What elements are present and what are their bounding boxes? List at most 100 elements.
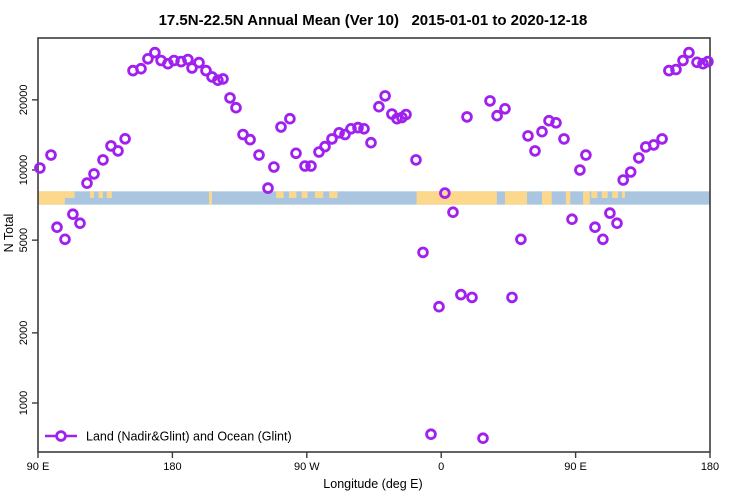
- data-point: [230, 101, 242, 114]
- x-tick-label: 90 W: [294, 461, 320, 473]
- data-point: [522, 130, 534, 142]
- data-point: [670, 63, 682, 76]
- data-point: [142, 52, 154, 65]
- data-point: [358, 123, 370, 135]
- data-point: [604, 207, 616, 219]
- data-point: [352, 121, 364, 134]
- data-points: [34, 46, 714, 445]
- data-point: [74, 217, 86, 230]
- data-point: [45, 149, 57, 161]
- y-tick-label: 1000: [18, 391, 30, 415]
- land-strip-segment: [288, 191, 297, 198]
- y-tick-label: 10000: [18, 155, 30, 186]
- data-point: [624, 166, 637, 178]
- land-strip-segment: [89, 191, 94, 198]
- x-tick-label: 90 E: [564, 461, 587, 473]
- data-point: [632, 152, 645, 164]
- data-point: [550, 117, 562, 129]
- data-point: [433, 300, 445, 313]
- data-point: [663, 64, 675, 77]
- data-point: [447, 206, 459, 219]
- land-strip-segment: [98, 191, 103, 198]
- y-axis-ticks: 1000 2000 5000 10000 20000: [18, 85, 38, 415]
- y-tick-label: 5000: [18, 228, 30, 252]
- plot-frame: [37, 37, 711, 453]
- land-ocean-band: [38, 191, 710, 205]
- data-point: [81, 177, 93, 189]
- x-axis-title: Longitude (deg E): [323, 477, 422, 491]
- ocean-strip: [38, 191, 710, 205]
- data-point: [34, 162, 46, 174]
- data-point: [97, 154, 109, 166]
- x-tick-label: 180: [163, 461, 181, 473]
- data-point: [59, 233, 71, 246]
- x-tick-label: 180: [701, 461, 719, 473]
- data-point: [589, 221, 601, 234]
- y-axis-title: N Total: [2, 214, 16, 253]
- land-strip-segment: [106, 191, 112, 198]
- x-tick-label: 90 E: [27, 461, 50, 473]
- data-point: [268, 161, 280, 173]
- data-point: [400, 108, 412, 121]
- land-strip-segment: [601, 191, 608, 198]
- legend: Land (Nadir&Glint) and Ocean (Glint): [45, 430, 292, 444]
- data-point: [580, 149, 592, 161]
- data-point: [88, 168, 100, 180]
- data-point: [284, 112, 296, 125]
- data-point: [326, 133, 338, 145]
- land-strip-segment: [565, 191, 571, 205]
- land-strip-segment: [276, 191, 284, 198]
- y-tick-label: 20000: [18, 85, 30, 116]
- data-point: [379, 90, 391, 102]
- land-strip-segment: [583, 191, 590, 205]
- y-tick-label: 2000: [18, 321, 30, 345]
- land-strip-segment: [542, 191, 552, 205]
- land-strip-segment: [416, 191, 497, 205]
- data-point: [417, 246, 429, 259]
- data-point: [574, 164, 586, 176]
- data-point: [691, 56, 703, 69]
- data-point: [477, 432, 489, 445]
- data-point: [461, 111, 473, 123]
- data-point: [112, 145, 124, 157]
- data-point: [135, 62, 147, 75]
- x-axis-ticks: 90 E 180 90 W 0 90 E 180: [27, 452, 719, 473]
- data-point: [275, 121, 287, 133]
- data-point: [702, 55, 714, 68]
- land-strip-segment: [315, 191, 324, 198]
- legend-marker-icon: [55, 430, 67, 442]
- data-point: [515, 233, 527, 246]
- data-point: [506, 291, 518, 304]
- data-point: [499, 103, 511, 115]
- data-point: [611, 217, 623, 230]
- data-point: [67, 208, 79, 221]
- data-point: [536, 125, 548, 138]
- data-point: [391, 112, 403, 125]
- data-point: [149, 46, 161, 59]
- data-point: [373, 100, 385, 113]
- data-point: [217, 73, 229, 85]
- data-point: [425, 428, 437, 441]
- data-point: [244, 133, 256, 146]
- data-point: [290, 147, 302, 160]
- data-point: [299, 160, 311, 172]
- data-point: [345, 123, 357, 135]
- data-point: [119, 133, 131, 145]
- data-point: [683, 46, 695, 59]
- data-point: [617, 174, 629, 186]
- land-strip-segment: [612, 191, 619, 198]
- data-point: [529, 145, 541, 157]
- data-point: [410, 154, 422, 166]
- x-tick-label: 0: [438, 461, 444, 473]
- data-point: [484, 95, 496, 107]
- data-point: [656, 133, 668, 145]
- data-point: [253, 149, 265, 161]
- data-point: [597, 233, 609, 246]
- land-strip-segment: [329, 191, 338, 198]
- data-point: [339, 128, 351, 141]
- data-point: [466, 291, 478, 304]
- land-strip-segment: [301, 191, 308, 198]
- data-point: [200, 64, 212, 77]
- data-point: [333, 127, 345, 139]
